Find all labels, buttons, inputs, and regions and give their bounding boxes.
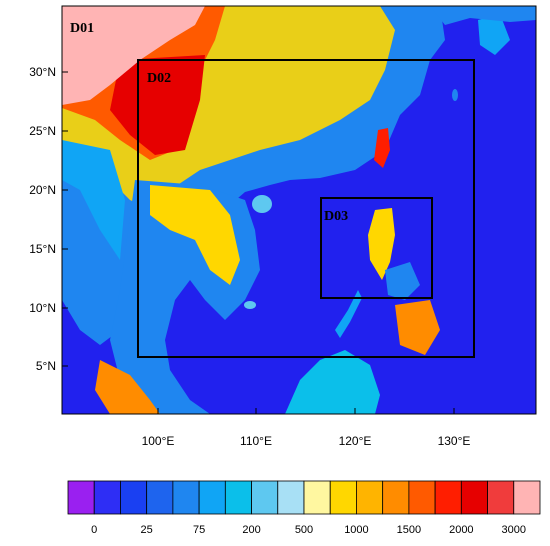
land-palawan [335,290,362,338]
land-taiwan [374,128,390,168]
lat-axis: 5°N 10°N 15°N 20°N 25°N 30°N [29,65,68,373]
colorbar-swatch [513,480,541,515]
land-hainan [252,195,272,213]
colorbar-swatch [198,480,226,515]
land-kyushu [478,14,510,55]
land-layer [62,6,536,414]
colorbar-swatch [93,480,121,515]
colorbar-swatch [146,480,174,515]
colorbar-label: 75 [193,524,205,536]
lon-tick-label: 130°E [438,434,471,448]
colorbar-label: 2000 [449,524,473,536]
colorbar-label: 25 [141,524,153,536]
lat-tick-label: 5°N [36,359,56,373]
colorbar-swatch [356,480,384,515]
land-plateau-red [110,55,205,155]
colorbar-swatch [382,480,410,515]
land-sumatra [95,360,160,414]
colorbar-swatch [434,480,462,515]
land-borneo [285,350,380,414]
map-frame [61,5,537,415]
lat-tick-label: 25°N [29,124,56,138]
domain-d02-box [137,59,475,358]
colorbar-swatch [460,480,488,515]
colorbar-swatch [408,480,436,515]
colorbar-swatch [487,480,515,515]
land-visayas [385,262,420,300]
colorbar-swatch [172,480,200,515]
land-mindanao [395,300,440,355]
colorbar: 0 25 75 200 500 1000 1500 2000 3000 [67,480,541,536]
colorbar-label: 1500 [397,524,421,536]
lon-axis: 100°E 110°E 120°E 130°E [142,408,471,448]
colorbar-swatch [329,480,357,515]
land-island [452,89,458,101]
lat-tick-label: 10°N [29,301,56,315]
domain-d03-box [320,197,433,299]
colorbar-swatch [120,480,148,515]
colorbar-label: 500 [295,524,313,536]
colorbar-swatch [303,480,331,515]
colorbar-label: 0 [91,524,97,536]
land-indochina-mtn [150,185,240,285]
lon-tick-label: 110°E [240,434,272,448]
colorbar-label: 3000 [502,524,526,536]
lon-tick-label: 120°E [339,434,372,448]
domain-d03-label: D03 [324,209,348,224]
colorbar-label: 1000 [344,524,368,536]
lat-tick-label: 30°N [29,65,56,79]
lat-tick-label: 20°N [29,183,56,197]
colorbar-swatch [224,480,252,515]
land-luzon [368,208,395,280]
land-island [244,301,256,309]
land-korea-japan [430,6,536,25]
colorbar-swatch [67,480,95,515]
lat-tick-label: 15°N [29,242,56,256]
land-tibet-pink [62,6,205,105]
lon-tick-label: 100°E [142,434,175,448]
colorbar-swatch [277,480,305,515]
domain-d01-label: D01 [70,21,94,36]
land-myanmar-west [62,140,125,260]
colorbar-swatch [251,480,279,515]
colorbar-label: 200 [242,524,260,536]
domain-d02-label: D02 [147,71,171,86]
